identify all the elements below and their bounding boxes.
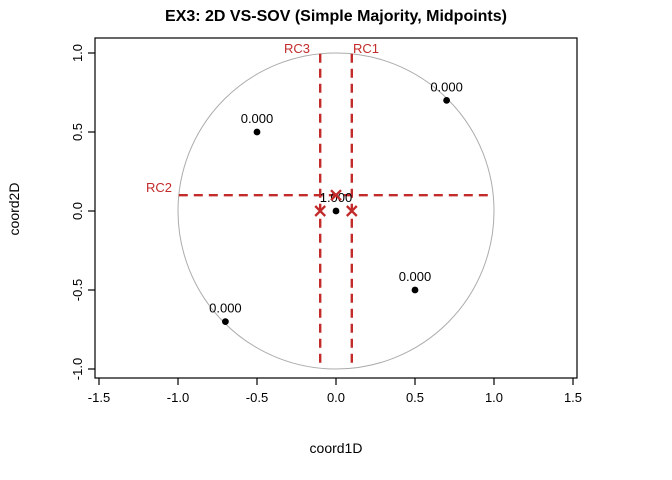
- point-value-label: 1.000: [320, 190, 353, 205]
- data-point: [222, 318, 229, 325]
- midpoint-x-mark: [314, 205, 327, 217]
- x-tick-label: 1.0: [485, 390, 503, 405]
- point-value-label: 0.000: [399, 269, 432, 284]
- x-axis-label: coord1D: [309, 440, 363, 456]
- plot-title: EX3: 2D VS-SOV (Simple Majority, Midpoin…: [165, 8, 507, 25]
- midpoint-x-mark: [330, 189, 342, 202]
- point-value-label: 0.000: [209, 301, 242, 316]
- point-value-label: 0.000: [241, 111, 274, 126]
- y-tick-label: -1.0: [70, 358, 85, 380]
- cutline-label-rc1: RC1: [353, 41, 379, 56]
- y-tick-label: -0.5: [70, 279, 85, 301]
- data-point: [411, 286, 419, 294]
- unit-circle: [177, 52, 495, 370]
- x-mark-stroke: [314, 205, 327, 217]
- x-tick-label: 1.5: [564, 390, 582, 405]
- cutline-label-rc3: RC3: [284, 41, 310, 56]
- data-point: [443, 97, 450, 104]
- data-point: [253, 128, 261, 136]
- data-point: [332, 207, 340, 215]
- cutline-label-rc2: RC2: [146, 180, 172, 195]
- x-tick-label: -0.5: [246, 390, 268, 405]
- midpoint-x-mark: [345, 205, 358, 217]
- x-tick-label: 0.5: [406, 390, 424, 405]
- y-tick-label: 1.0: [70, 44, 85, 62]
- x-tick-label: -1.5: [88, 390, 110, 405]
- point-value-label: 0.000: [430, 79, 463, 94]
- y-axis-label: coord2D: [6, 182, 22, 236]
- x-tick-label: -1.0: [167, 390, 189, 405]
- x-mark-stroke: [345, 205, 358, 217]
- x-mark-stroke: [330, 189, 342, 202]
- y-tick-label: 0.5: [70, 123, 85, 141]
- y-tick-label: 0.0: [70, 202, 85, 220]
- x-tick-label: 0.0: [327, 390, 345, 405]
